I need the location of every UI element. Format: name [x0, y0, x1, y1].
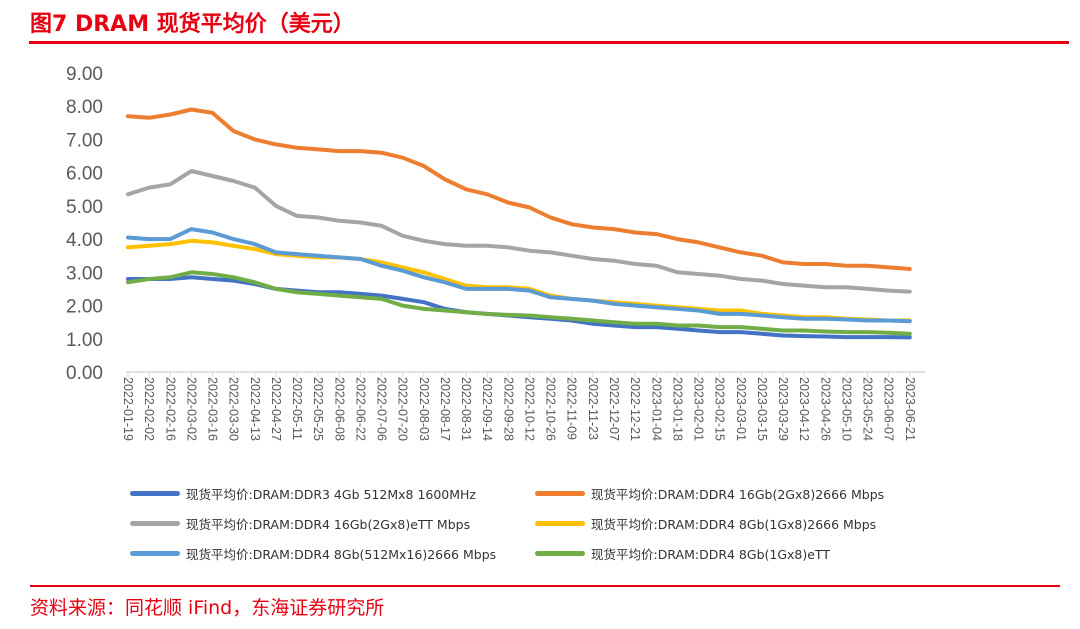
line-chart: 0.00 1.00 2.00 3.00 4.00 5.00 6.00 7.00 8.00 9.00…	[66, 64, 925, 441]
x-tick-label: 2023-01-04	[649, 377, 663, 441]
x-tick-label: 2022-07-06	[375, 377, 389, 441]
legend-item: 现货平均价:DRAM:DDR4 16Gb(2Gx8)eTT Mbps	[130, 514, 470, 533]
x-tick-label: 2022-12-21	[628, 377, 642, 441]
x-tick-label: 2023-02-01	[692, 377, 706, 441]
x-tick-label: 2022-06-22	[353, 377, 367, 441]
x-tick-label: 2022-10-26	[544, 377, 558, 441]
x-tick-label: 2022-11-09	[565, 377, 579, 440]
x-tick-label: 2023-05-10	[839, 377, 853, 441]
x-tick-label: 2022-12-07	[607, 377, 621, 441]
y-tick-label: 2.00	[66, 297, 103, 318]
x-tick-label: 2023-02-15	[713, 377, 727, 441]
legend-label: 现货平均价:DRAM:DDR4 16Gb(2Gx8)2666 Mbps	[591, 487, 885, 502]
x-tick-label: 2022-03-02	[184, 377, 198, 441]
legend-swatch	[535, 521, 585, 526]
y-tick-label: 6.00	[66, 164, 103, 185]
legend-item: 现货平均价:DRAM:DDR3 4Gb 512Mx8 1600MHz	[130, 484, 476, 503]
x-tick-label: 2023-03-29	[776, 377, 790, 441]
x-tick-label: 2023-01-18	[670, 377, 684, 441]
x-tick-label: 2022-11-23	[586, 377, 600, 440]
x-tick-label: 2022-08-17	[438, 377, 452, 441]
legend-label: 现货平均价:DRAM:DDR4 8Gb(1Gx8)eTT	[591, 547, 830, 562]
y-tick-label: 3.00	[66, 263, 103, 284]
x-tick-label: 2023-04-12	[797, 377, 811, 441]
legend-label: 现货平均价:DRAM:DDR4 16Gb(2Gx8)eTT Mbps	[186, 517, 471, 532]
legend-item: 现货平均价:DRAM:DDR4 8Gb(1Gx8)2666 Mbps	[535, 514, 876, 533]
x-tick-label: 2023-05-24	[861, 377, 875, 441]
legend-swatch	[535, 551, 585, 556]
x-tick-label: 2023-06-07	[882, 377, 896, 441]
legend-item: 现货平均价:DRAM:DDR4 16Gb(2Gx8)2666 Mbps	[535, 484, 884, 503]
y-tick-label: 5.00	[66, 197, 103, 218]
x-tick-label: 2023-03-01	[734, 377, 748, 441]
y-tick-label: 9.00	[66, 64, 103, 85]
x-tick-label: 2022-06-08	[332, 377, 346, 441]
legend-label: 现货平均价:DRAM:DDR4 8Gb(1Gx8)2666 Mbps	[591, 517, 877, 532]
x-tick-label: 2022-04-13	[248, 377, 262, 441]
x-tick-label: 2022-02-02	[142, 377, 156, 441]
series-line-1	[126, 107, 912, 271]
legend-label: 现货平均价:DRAM:DDR4 8Gb(512Mx16)2666 Mbps	[186, 547, 497, 562]
legend-label: 现货平均价:DRAM:DDR3 4Gb 512Mx8 1600MHz	[186, 487, 476, 502]
x-tick-label: 2022-04-27	[269, 377, 283, 441]
x-tick-label: 2022-02-16	[163, 377, 177, 441]
legend-swatch	[535, 491, 585, 496]
x-tick-label: 2022-08-31	[459, 377, 473, 441]
x-tick-label: 2022-03-16	[206, 377, 220, 441]
x-tick-label: 2022-07-20	[396, 377, 410, 441]
footer-rule	[30, 585, 1060, 587]
x-tick-label: 2022-09-14	[480, 377, 494, 441]
y-tick-label: 0.00	[66, 363, 103, 384]
x-tick-label: 2023-04-26	[818, 377, 832, 441]
y-tick-label: 1.00	[66, 330, 103, 351]
legend-swatch	[130, 521, 180, 526]
x-tick-label: 2022-01-19	[121, 377, 135, 441]
x-tick-label: 2022-09-28	[501, 377, 515, 441]
title-rule	[29, 41, 1069, 44]
series-line-4	[126, 227, 912, 324]
legend-swatch	[130, 551, 180, 556]
source-note: 资料来源：同花顺 iFind，东海证券研究所	[30, 597, 385, 619]
series-line-2	[126, 169, 912, 294]
x-tick-label: 2022-05-11	[290, 377, 304, 440]
x-tick-label: 2022-05-25	[311, 377, 325, 441]
figure-title: 图7 DRAM 现货平均价（美元）	[30, 12, 355, 37]
legend-item: 现货平均价:DRAM:DDR4 8Gb(1Gx8)eTT	[535, 544, 830, 563]
y-tick-label: 8.00	[66, 97, 103, 118]
series-line-5	[126, 270, 912, 336]
x-tick-label: 2023-06-21	[903, 377, 917, 441]
x-tick-label: 2022-10-12	[522, 377, 536, 441]
x-tick-label: 2023-03-15	[755, 377, 769, 441]
y-tick-label: 4.00	[66, 230, 103, 251]
x-tick-label: 2022-08-03	[417, 377, 431, 441]
y-tick-label: 7.00	[66, 130, 103, 151]
x-tick-label: 2022-03-30	[227, 377, 241, 441]
legend-item: 现货平均价:DRAM:DDR4 8Gb(512Mx16)2666 Mbps	[130, 544, 496, 563]
legend-swatch	[130, 491, 180, 496]
